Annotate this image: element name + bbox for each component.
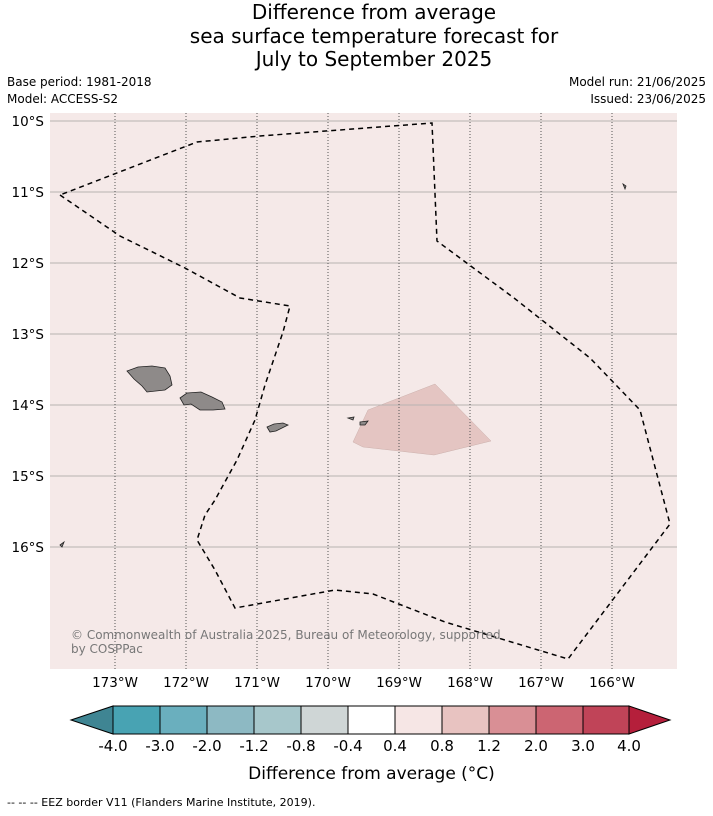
- colorbar-tick: -0.8: [286, 737, 315, 755]
- lon-label: 166°W: [589, 675, 635, 691]
- lon-label: 167°W: [518, 675, 564, 691]
- colorbar-tick: 2.0: [524, 737, 548, 755]
- lon-label: 171°W: [234, 675, 280, 691]
- model-name: Model: ACCESS-S2: [7, 92, 119, 106]
- colorbar-arrow-high: [628, 705, 672, 735]
- lon-label: 172°W: [163, 675, 209, 691]
- lat-label: 15°S: [12, 469, 45, 485]
- island-small-2: [359, 420, 369, 426]
- title-line-3: July to September 2025: [255, 47, 493, 71]
- lat-label: 12°S: [12, 256, 45, 272]
- lon-label: 168°W: [447, 675, 493, 691]
- colorbar-tick: 0.8: [430, 737, 454, 755]
- colorbar-tick: 3.0: [571, 737, 595, 755]
- anomaly-patch: [352, 383, 492, 456]
- colorbar-bin: [395, 706, 442, 734]
- footnote: -- -- -- EEZ border V11 (Flanders Marine…: [7, 796, 316, 809]
- islands: [59, 182, 627, 548]
- chart-title: Difference from average sea surface temp…: [0, 0, 713, 72]
- colorbar-tick: -0.4: [333, 737, 362, 755]
- eez-border-line: [59, 122, 671, 660]
- latitude-grid: [50, 120, 677, 548]
- lat-label: 11°S: [12, 185, 45, 201]
- colorbar-bin: [348, 706, 395, 734]
- colorbar: [69, 705, 672, 735]
- lon-label: 173°W: [92, 675, 138, 691]
- island-small-3: [59, 540, 65, 548]
- colorbar-tick: -1.2: [239, 737, 268, 755]
- meta-right: Model run: 21/06/2025 Issued: 23/06/2025: [569, 74, 706, 108]
- eez-borders: [59, 122, 671, 660]
- colorbar-tick: 0.4: [383, 737, 407, 755]
- colorbar-arrow-low: [69, 705, 114, 735]
- lat-label: 14°S: [12, 398, 45, 414]
- colorbar-tick: -4.0: [98, 737, 127, 755]
- map-background: [50, 113, 677, 669]
- title-line-2: sea surface temperature forecast for: [189, 23, 559, 48]
- colorbar-bin: [489, 706, 536, 734]
- colorbar-tick: -2.0: [192, 737, 221, 755]
- issued-date: Issued: 23/06/2025: [590, 92, 706, 106]
- meta-left: Base period: 1981-2018 Model: ACCESS-S2: [7, 74, 152, 108]
- colorbar-bin: [254, 706, 301, 734]
- colorbar-tick: 1.2: [477, 737, 501, 755]
- colorbar-ticks: -4.0 -3.0 -2.0 -1.2 -0.8 -0.4 0.4 0.8 1.…: [98, 737, 641, 755]
- model-run: Model run: 21/06/2025: [568, 75, 706, 89]
- island-small-1: [346, 416, 355, 421]
- lat-label: 16°S: [12, 540, 45, 556]
- lon-label: 170°W: [305, 675, 351, 691]
- island-upolu: [179, 391, 226, 411]
- colorbar-bin: [160, 706, 207, 734]
- lat-label: 13°S: [12, 327, 45, 343]
- copyright-text-2: by COSPPac: [71, 642, 143, 656]
- title-line-1: Difference from average: [251, 0, 497, 24]
- colorbar-label: Difference from average (°C): [248, 764, 495, 784]
- lat-label: 10°S: [12, 114, 45, 130]
- colorbar-bin: [113, 706, 160, 734]
- colorbar-bin: [583, 706, 629, 734]
- colorbar-frame: [112, 705, 630, 735]
- colorbar-dividers: [159, 706, 584, 734]
- base-period: Base period: 1981-2018: [7, 75, 152, 89]
- colorbar-bin: [301, 706, 348, 734]
- colorbar-bin: [207, 706, 254, 734]
- colorbar-tick: 4.0: [617, 737, 641, 755]
- copyright-text: © Commonwealth of Australia 2025, Bureau…: [71, 628, 501, 642]
- lon-label: 169°W: [376, 675, 422, 691]
- colorbar-bin: [536, 706, 583, 734]
- island-small-4: [622, 182, 627, 191]
- longitude-labels: 173°W 172°W 171°W 170°W 169°W 168°W 167°…: [92, 675, 635, 691]
- latitude-labels: 10°S 11°S 12°S 13°S 14°S 15°S 16°S: [12, 114, 45, 556]
- island-savaii: [126, 365, 173, 393]
- colorbar-tick: -3.0: [145, 737, 174, 755]
- island-tutuila: [266, 422, 289, 433]
- colorbar-bin: [442, 706, 489, 734]
